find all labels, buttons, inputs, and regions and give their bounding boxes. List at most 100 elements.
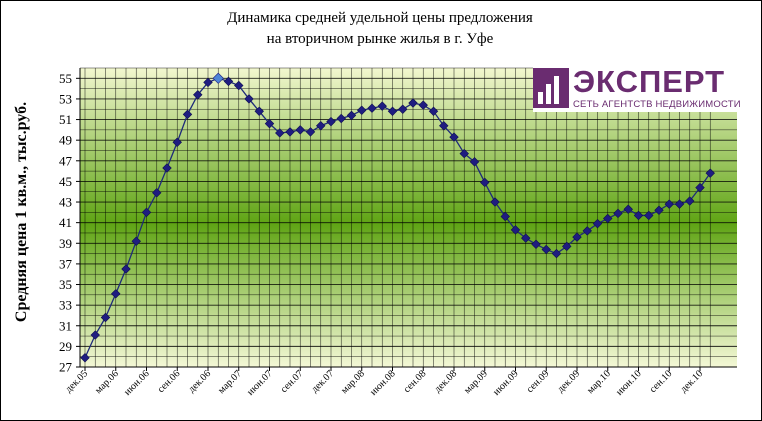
x-tick-label: июн.06 xyxy=(122,368,151,397)
data-point xyxy=(428,106,439,117)
chart-title-line-2: на вторичном рынке жилья в г. Уфе xyxy=(266,31,494,47)
data-point xyxy=(633,210,644,221)
x-tick-label: июн.08 xyxy=(368,368,397,397)
data-point xyxy=(418,100,428,110)
data-point xyxy=(367,103,377,113)
axes xyxy=(79,68,737,368)
expert-logo: ЭКСПЕРТ СЕТЬ АГЕНТСТВ НЕДВИЖИМОСТИ xyxy=(533,64,741,112)
data-point xyxy=(141,207,152,218)
x-tick-label: сен.09 xyxy=(525,368,552,395)
x-tick-label: мар.06 xyxy=(93,368,121,396)
x-tick-label: дек.08 xyxy=(432,368,459,395)
data-point xyxy=(305,127,316,137)
x-tick-label: сен.06 xyxy=(156,368,183,395)
y-tick-label: 55 xyxy=(59,71,72,86)
data-point xyxy=(316,121,326,131)
data-point xyxy=(193,90,203,100)
data-point xyxy=(572,232,582,242)
y-tick-label: 43 xyxy=(59,195,72,210)
data-point xyxy=(131,236,141,246)
x-tick-label: дек.10 xyxy=(678,368,705,395)
y-tick-label: 41 xyxy=(59,215,72,230)
data-point xyxy=(264,118,275,129)
logo-word: ЭКСПЕРТ xyxy=(573,64,726,99)
data-point xyxy=(603,213,613,224)
y-tick-label: 53 xyxy=(59,91,72,106)
data-point xyxy=(172,137,182,147)
x-tick-labels: дек.05 мар.06 июн.06 сен.06 дек.06 мар.07 июн.… xyxy=(63,367,705,398)
y-tick-label: 29 xyxy=(59,339,72,354)
data-point xyxy=(541,244,551,255)
data-point xyxy=(254,106,264,117)
data-point xyxy=(244,94,254,104)
data-point xyxy=(100,312,111,323)
data-point xyxy=(521,233,531,243)
horizontal-gridlines xyxy=(80,67,737,368)
data-point xyxy=(223,76,234,87)
logo-subtitle: СЕТЬ АГЕНТСТВ НЕДВИЖИМОСТИ xyxy=(573,99,741,110)
x-tick-label: мар.09 xyxy=(462,368,490,396)
data-point xyxy=(623,204,633,214)
series-markers xyxy=(80,72,715,363)
plot-area xyxy=(80,68,737,367)
data-point xyxy=(490,197,500,207)
x-tick-label: мар.07 xyxy=(216,368,244,396)
data-point xyxy=(480,177,490,188)
data-point xyxy=(531,239,541,250)
data-point xyxy=(592,218,603,229)
data-point xyxy=(336,113,346,124)
data-point xyxy=(377,101,387,111)
y-tick-label: 31 xyxy=(59,318,72,333)
data-point xyxy=(398,104,408,114)
data-point xyxy=(562,241,572,252)
x-tick-label: июн.09 xyxy=(491,368,520,397)
data-point xyxy=(275,128,285,138)
x-tick-label: сен.07 xyxy=(279,368,306,395)
data-point xyxy=(295,125,305,135)
data-point xyxy=(551,248,562,259)
data-point xyxy=(203,77,213,88)
data-point xyxy=(90,330,100,340)
data-point xyxy=(326,116,336,127)
data-point xyxy=(162,163,172,173)
y-tick-label: 47 xyxy=(59,153,73,168)
chart-title-line-1: Динамика средней удельной цены предложен… xyxy=(227,10,533,26)
logo-mark-icon xyxy=(533,68,569,108)
data-point xyxy=(212,72,224,84)
x-tick-label: мар.10 xyxy=(585,368,613,396)
data-point xyxy=(674,199,685,209)
chart-title: Динамика средней удельной цены предложен… xyxy=(120,8,640,50)
data-point xyxy=(80,352,90,363)
data-point xyxy=(500,211,510,222)
data-point xyxy=(695,182,705,193)
data-point xyxy=(387,106,398,117)
data-point xyxy=(357,105,367,115)
y-tick-label: 51 xyxy=(59,112,72,127)
x-tick-label: июн.07 xyxy=(245,368,274,397)
y-tick-labels: 27 29 31 33 35 37 39 41 43 45 47 49 51 53 55 xyxy=(59,71,80,375)
data-point xyxy=(285,127,295,137)
x-tick-label: мар.08 xyxy=(339,368,367,396)
data-point xyxy=(705,168,715,178)
data-point xyxy=(510,225,521,235)
data-point xyxy=(613,208,623,219)
y-tick-label: 49 xyxy=(59,133,72,148)
data-point xyxy=(459,148,469,159)
data-point xyxy=(654,205,664,216)
y-tick-label: 45 xyxy=(59,174,72,189)
data-point xyxy=(346,110,357,121)
data-point xyxy=(182,109,193,120)
data-point xyxy=(644,210,654,221)
y-tick-label: 37 xyxy=(59,256,73,271)
data-point xyxy=(664,199,674,209)
vertical-gridlines xyxy=(84,68,711,367)
data-point xyxy=(582,226,592,236)
data-point xyxy=(152,188,162,198)
y-tick-label: 27 xyxy=(59,360,73,375)
data-point xyxy=(469,157,480,167)
x-tick-label: сен.08 xyxy=(402,368,429,395)
data-point xyxy=(408,98,418,108)
data-point xyxy=(439,121,449,131)
x-tick-label: дек.06 xyxy=(186,368,213,395)
